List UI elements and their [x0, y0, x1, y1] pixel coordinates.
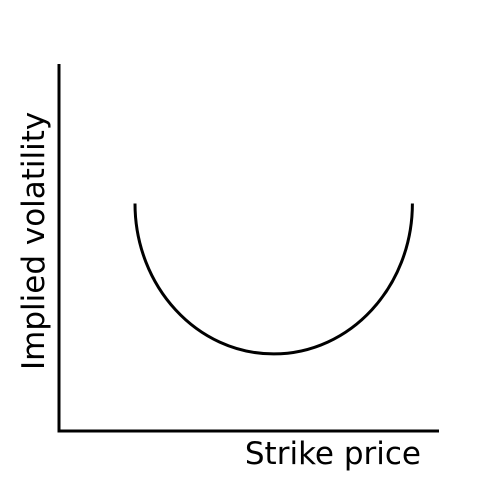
series-line [133, 203, 414, 356]
y-axis-label: Implied volatility [16, 112, 52, 370]
x-axis-label: Strike price [245, 436, 421, 472]
